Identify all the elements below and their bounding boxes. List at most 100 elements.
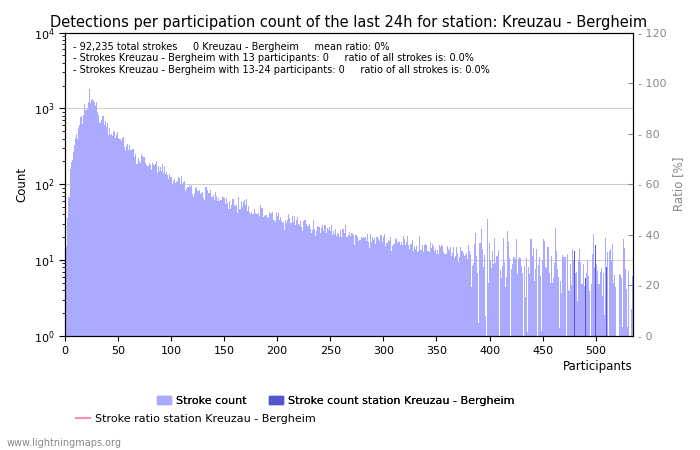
Bar <box>122 137 124 450</box>
Bar <box>349 232 350 450</box>
Bar <box>230 209 231 450</box>
Bar <box>381 235 382 450</box>
Bar <box>516 239 517 450</box>
Bar <box>630 336 631 450</box>
Bar <box>578 261 580 450</box>
Bar <box>450 248 451 450</box>
Bar <box>471 287 472 450</box>
Bar <box>217 201 218 450</box>
Bar <box>483 267 484 450</box>
Bar <box>147 166 148 450</box>
Text: Participants: Participants <box>564 360 633 373</box>
Bar <box>541 331 542 450</box>
Bar <box>560 281 561 450</box>
Bar <box>621 278 622 450</box>
Bar <box>360 237 362 450</box>
Bar <box>229 201 230 450</box>
Bar <box>438 254 439 450</box>
Bar <box>374 238 375 450</box>
Bar <box>140 163 141 450</box>
Bar <box>453 247 454 450</box>
Bar <box>433 246 434 450</box>
Bar <box>496 256 498 450</box>
Bar <box>137 158 139 450</box>
Bar <box>145 163 146 450</box>
Bar <box>186 189 188 450</box>
Bar <box>270 214 272 450</box>
Bar <box>225 198 227 450</box>
Bar <box>521 266 522 450</box>
Bar <box>197 191 198 450</box>
Bar <box>387 243 388 450</box>
Bar <box>253 214 254 450</box>
Bar <box>133 149 134 450</box>
Bar <box>403 236 404 450</box>
Bar <box>517 274 518 450</box>
Bar <box>262 217 264 450</box>
Bar <box>624 248 625 450</box>
Bar <box>158 166 159 450</box>
Bar <box>481 229 482 450</box>
Bar <box>316 231 317 450</box>
Bar <box>78 129 79 450</box>
Bar <box>367 234 368 450</box>
Bar <box>297 217 298 450</box>
Bar <box>564 257 566 450</box>
Bar <box>350 236 351 450</box>
Bar <box>604 315 605 450</box>
Bar <box>102 116 104 450</box>
Bar <box>547 247 549 450</box>
Bar <box>282 223 283 450</box>
Bar <box>430 248 432 450</box>
Bar <box>315 236 316 450</box>
Bar <box>344 225 346 450</box>
Bar <box>457 253 458 450</box>
Bar <box>267 217 268 450</box>
Bar <box>477 273 478 450</box>
Bar <box>485 316 486 450</box>
Bar <box>442 247 443 450</box>
Bar <box>421 250 422 450</box>
Bar <box>389 241 391 450</box>
Bar <box>221 200 223 450</box>
Bar <box>175 183 176 450</box>
Bar <box>304 220 305 450</box>
Bar <box>332 234 333 450</box>
Bar <box>607 252 608 450</box>
Bar <box>523 336 524 450</box>
Bar <box>420 250 421 450</box>
Bar <box>76 134 77 450</box>
Bar <box>469 251 470 450</box>
Bar <box>190 184 192 450</box>
Bar <box>524 266 525 450</box>
Bar <box>334 234 335 450</box>
Bar <box>73 153 74 450</box>
Bar <box>80 117 81 450</box>
Bar <box>622 328 623 450</box>
Bar <box>432 244 433 450</box>
Bar <box>288 214 289 450</box>
Bar <box>237 212 239 450</box>
Bar <box>368 242 369 450</box>
Bar <box>83 115 85 450</box>
Bar <box>370 234 371 450</box>
Bar <box>405 245 406 450</box>
Bar <box>355 234 356 450</box>
Bar <box>321 228 322 450</box>
Bar <box>231 205 232 450</box>
Bar <box>528 266 529 450</box>
Bar <box>188 185 190 450</box>
Bar <box>591 284 592 450</box>
Bar <box>377 239 379 450</box>
Bar <box>281 220 282 450</box>
Bar <box>201 194 202 450</box>
Bar <box>113 131 114 450</box>
Bar <box>301 227 302 450</box>
Bar <box>383 237 384 450</box>
Bar <box>204 200 206 450</box>
Bar <box>369 248 370 450</box>
Bar <box>125 151 126 450</box>
Bar <box>182 185 183 450</box>
Bar <box>276 216 278 450</box>
Bar <box>71 160 73 450</box>
